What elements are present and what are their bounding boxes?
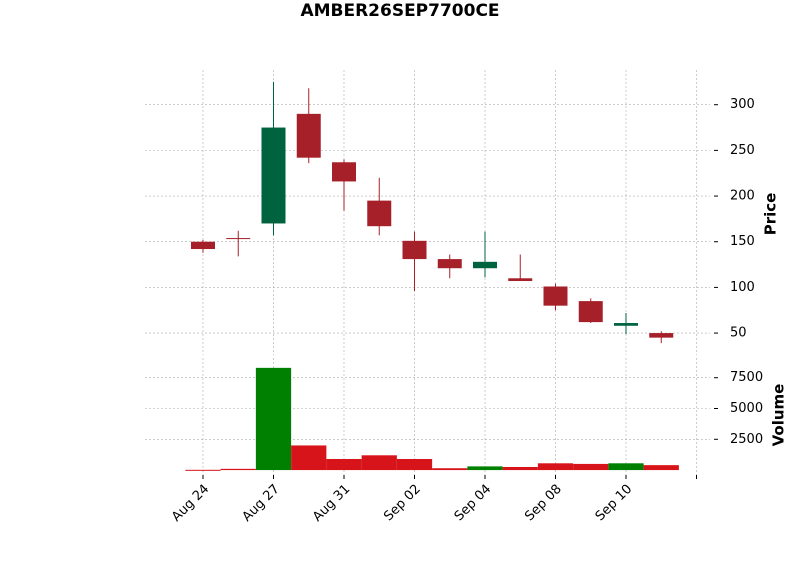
volume-bar xyxy=(608,463,644,471)
candle-body xyxy=(543,286,568,306)
y-tick-label: 100 xyxy=(730,280,755,295)
x-tick-label: Sep 04 xyxy=(452,482,495,525)
volume-tick-label: 7500 xyxy=(730,370,763,385)
candle-body xyxy=(367,200,392,227)
x-tick-label: Sep 02 xyxy=(381,482,424,525)
volume-axis-label: Volume xyxy=(770,384,788,447)
volume-bar xyxy=(255,367,292,471)
candle-body xyxy=(649,333,674,338)
candle-body xyxy=(332,162,356,182)
volume-bar xyxy=(396,458,433,471)
y-axis-label: Price xyxy=(762,193,780,236)
x-tick-label: Aug 27 xyxy=(240,482,283,525)
volume-bar xyxy=(361,455,397,471)
y-tick-label: 250 xyxy=(730,143,755,158)
volume-bar xyxy=(220,468,256,471)
volume-bar xyxy=(502,466,538,471)
candle-body xyxy=(578,301,603,323)
volume-bar xyxy=(185,469,221,471)
candle-body xyxy=(191,241,215,250)
candle-body xyxy=(508,278,533,282)
volume-bar xyxy=(326,458,362,471)
volume-tick-label: 2500 xyxy=(730,432,763,447)
candle-body xyxy=(402,240,427,260)
volume-bar xyxy=(432,468,468,471)
candle-body xyxy=(296,113,321,158)
candle-body xyxy=(614,323,638,326)
y-tick-label: 200 xyxy=(730,189,755,204)
y-tick-label: 50 xyxy=(730,326,747,341)
volume-tick-label: 5000 xyxy=(730,401,763,416)
chart-title: AMBER26SEP7700CE xyxy=(300,1,499,21)
volume-bar xyxy=(467,466,503,471)
x-tick-label: Sep 10 xyxy=(593,482,636,525)
candle-body xyxy=(261,127,286,224)
y-tick-label: 300 xyxy=(730,97,755,112)
x-tick-label: Aug 24 xyxy=(169,482,212,525)
candle-body xyxy=(226,238,251,240)
x-tick-label: Aug 31 xyxy=(310,482,353,525)
candle-body xyxy=(437,259,462,269)
volume-bar xyxy=(643,465,679,471)
volume-bar xyxy=(537,463,574,471)
y-tick-label: 150 xyxy=(730,234,755,249)
candle-body xyxy=(473,261,497,269)
volume-bar xyxy=(291,445,327,471)
x-tick-label: Sep 08 xyxy=(522,482,565,525)
volume-bar xyxy=(573,463,609,471)
